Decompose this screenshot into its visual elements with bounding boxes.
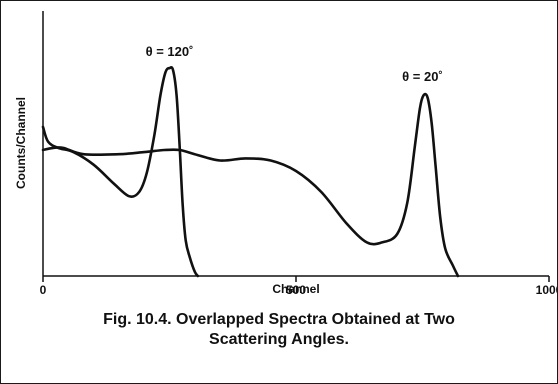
x-axis-label: Channel — [272, 282, 319, 296]
x-tick-label: 500 — [286, 283, 306, 297]
figure-caption: Fig. 10.4. Overlapped Spectra Obtained a… — [1, 310, 557, 350]
x-tick-label: 1000 — [536, 283, 557, 297]
y-axis-label: Counts/Channel — [14, 97, 28, 189]
spectra-chart: 05001000 θ = 120˚θ = 20˚ Counts/Channel … — [14, 11, 557, 297]
peak-label-1: θ = 120˚ — [146, 44, 194, 59]
caption-line-2: Scattering Angles. — [209, 331, 349, 348]
caption-line-1: Fig. 10.4. Overlapped Spectra Obtained a… — [103, 311, 455, 328]
peak-label-2: θ = 20˚ — [402, 69, 443, 84]
x-tick-label: 0 — [40, 283, 47, 297]
spectrum-line-1 — [41, 66, 200, 278]
spectrum-line-2 — [41, 92, 460, 278]
